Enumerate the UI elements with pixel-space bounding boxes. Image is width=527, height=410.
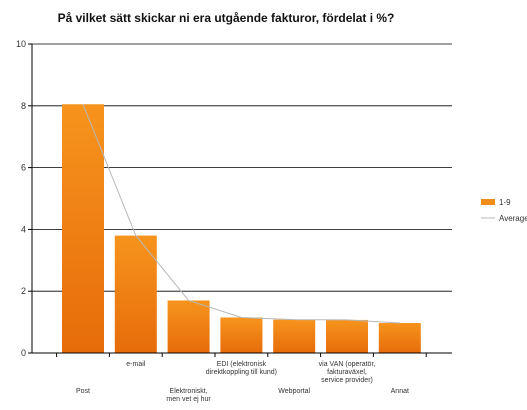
legend-label: 1-9: [499, 198, 511, 207]
x-category-label: Post: [76, 388, 90, 395]
x-category-label: EDI (elektronisk direktkoppling till kund…: [206, 361, 277, 376]
bar: [114, 235, 157, 353]
y-tick-label: 4: [21, 224, 26, 234]
y-tick-label: 10: [16, 39, 26, 49]
y-tick-label: 2: [21, 286, 26, 296]
legend-swatch-bar: [481, 199, 495, 205]
chart-title: På vilket sätt skickar ni era utgående f…: [58, 11, 395, 25]
bar: [326, 319, 368, 353]
bar: [378, 323, 421, 353]
bar: [220, 317, 263, 353]
bar: [167, 300, 210, 353]
y-tick-label: 6: [21, 163, 26, 173]
y-tick-label: 8: [21, 101, 26, 111]
x-category-label: Annat: [391, 388, 409, 395]
x-category-label: e-mail: [126, 361, 146, 368]
x-category-label: Webportal: [278, 388, 310, 395]
x-category-label: via VAN (operatör, fakturaväxel, service p…: [319, 361, 376, 384]
legend-label: Average: [499, 214, 527, 223]
y-tick-label: 0: [21, 348, 26, 358]
average-line: [82, 104, 400, 324]
bar: [273, 319, 316, 353]
bar: [62, 104, 104, 353]
x-category-label: Elektroniskt, men vet ej hur: [166, 388, 211, 403]
